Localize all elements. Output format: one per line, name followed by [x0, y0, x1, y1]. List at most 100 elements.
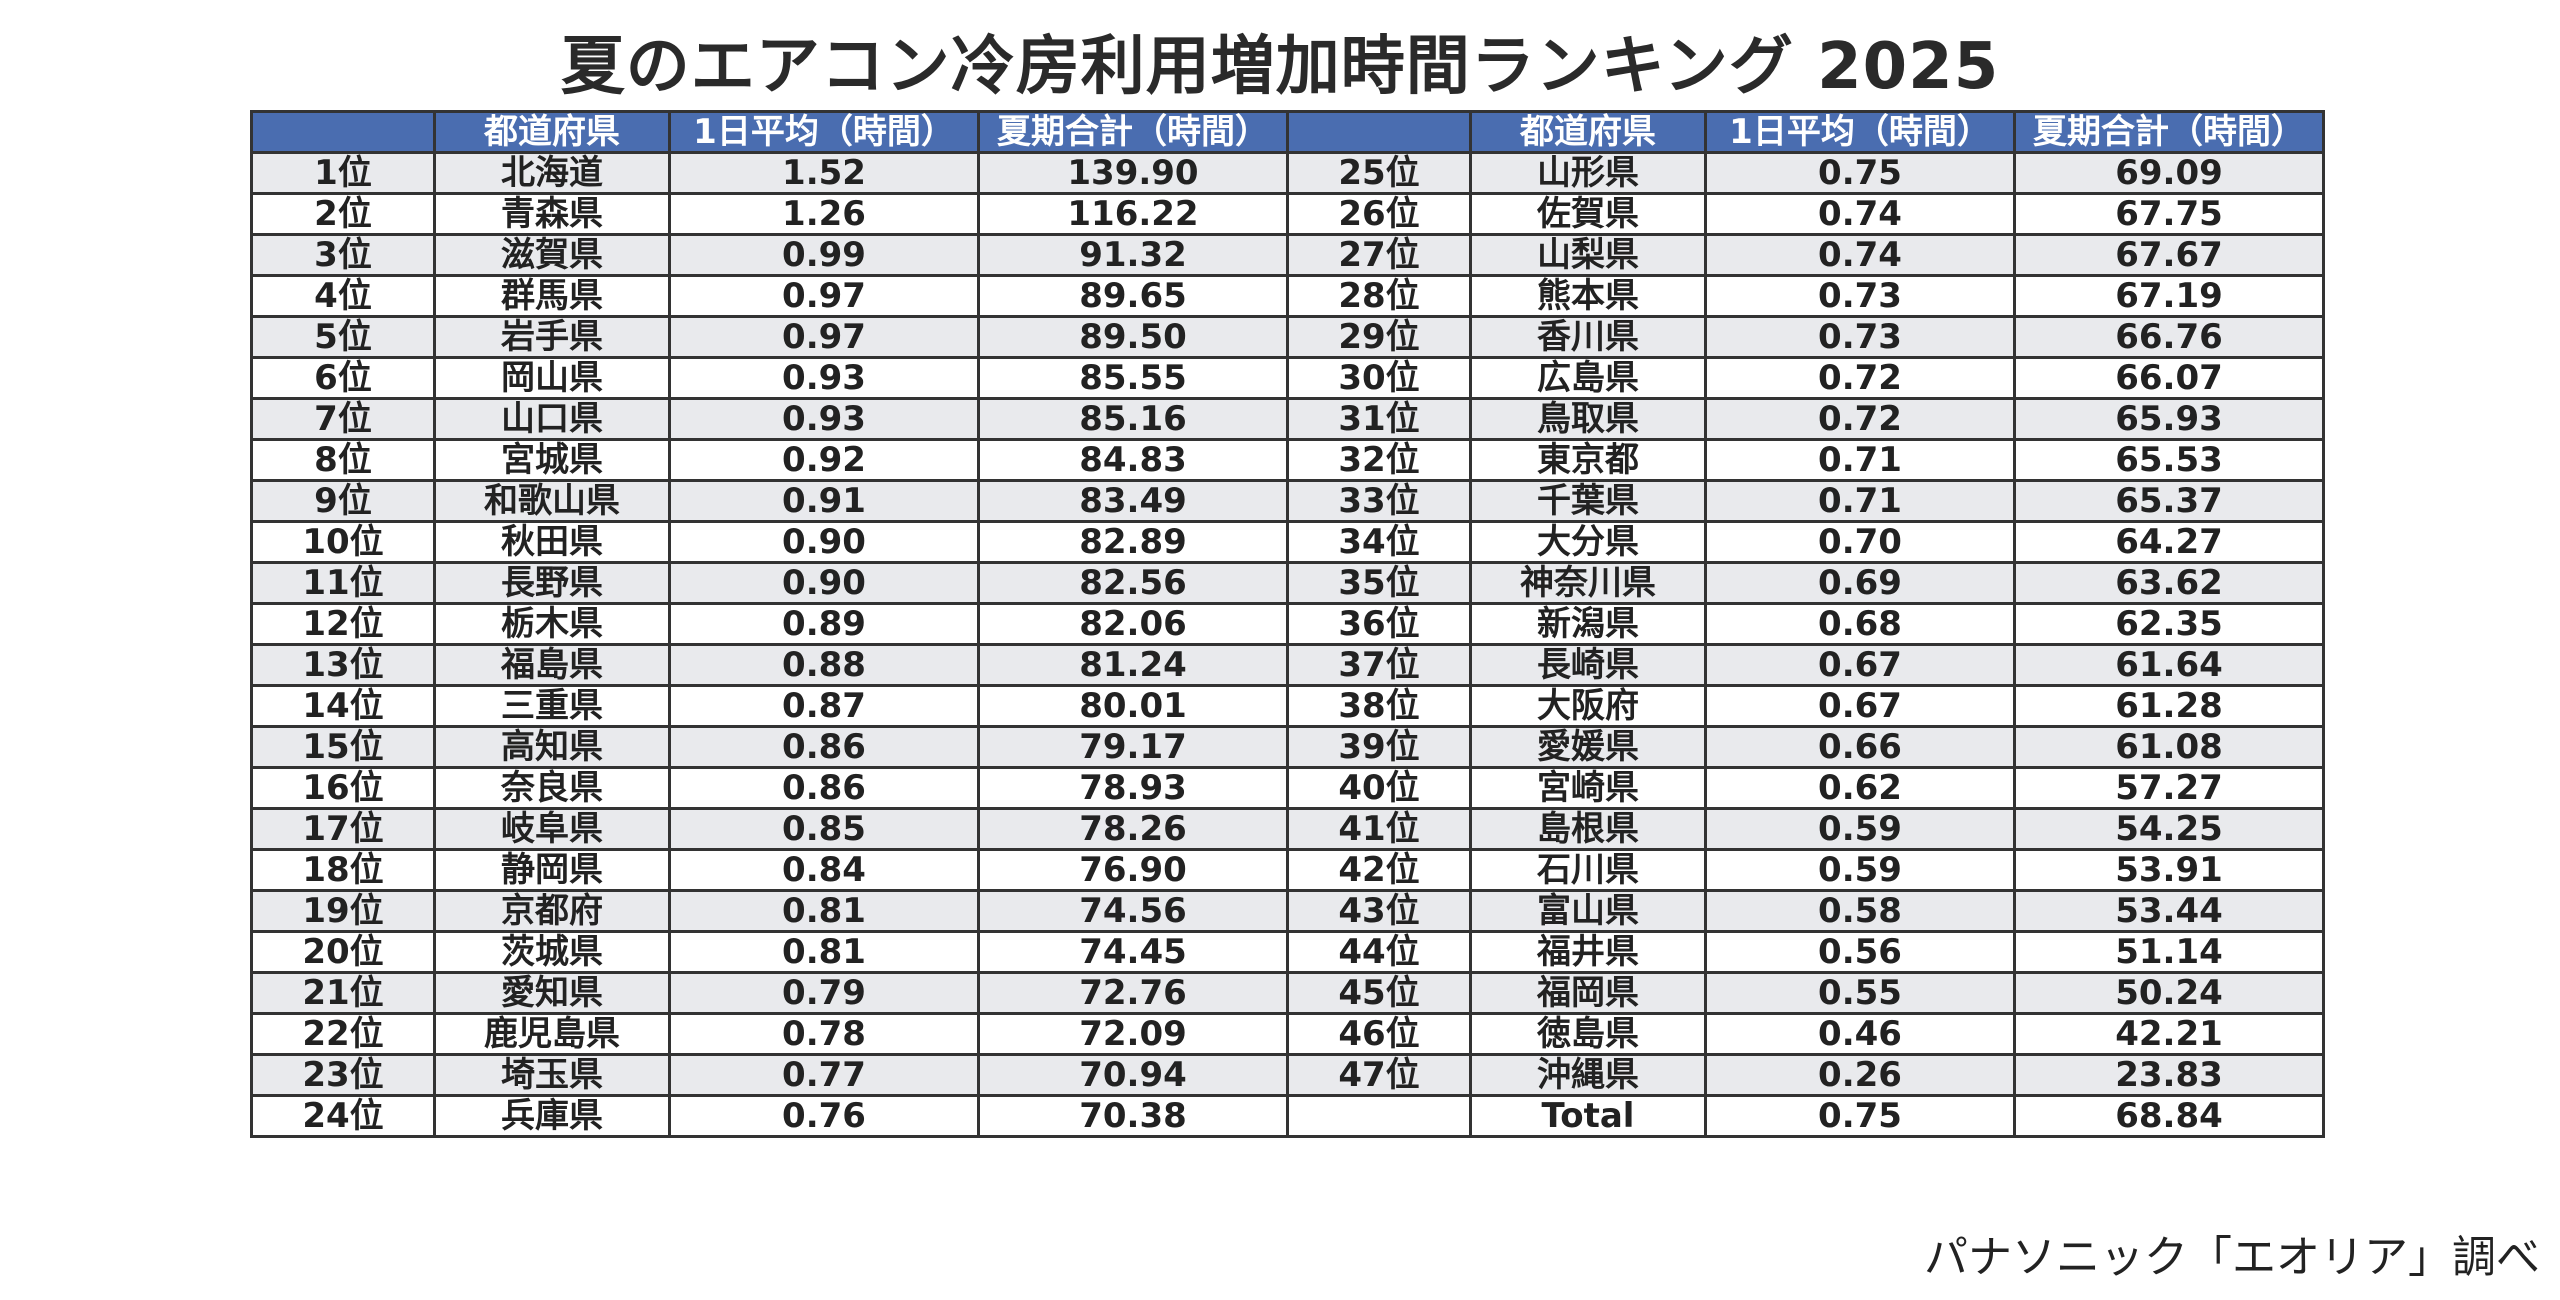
- cell-prefecture-left: 和歌山県: [433, 479, 671, 523]
- cell-rank-right: 33位: [1286, 479, 1472, 523]
- table-row: 6位 岡山県 0.93 85.55 30位 広島県 0.72 66.07: [250, 356, 2325, 400]
- header-daily-average-right: 1日平均（時間）: [1704, 110, 2016, 154]
- source-note: パナソニック「エオリア」調べ: [1924, 1232, 2540, 1283]
- cell-prefecture-left: 群馬県: [433, 274, 671, 318]
- cell-prefecture-right: 千葉県: [1469, 479, 1707, 523]
- cell-daily-average-left: 1.26: [668, 192, 980, 236]
- cell-daily-average-left: 0.81: [668, 889, 980, 933]
- cell-summer-total-left: 78.93: [977, 766, 1289, 810]
- cell-rank-left: 13位: [250, 643, 436, 687]
- cell-rank-right: 42位: [1286, 848, 1472, 892]
- cell-rank-right: 35位: [1286, 561, 1472, 605]
- cell-prefecture-left: 宮城県: [433, 438, 671, 482]
- cell-prefecture-right: 佐賀県: [1469, 192, 1707, 236]
- cell-summer-total-left: 70.38: [977, 1094, 1289, 1138]
- cell-prefecture-right: 島根県: [1469, 807, 1707, 851]
- cell-prefecture-right: 東京都: [1469, 438, 1707, 482]
- cell-rank-right: 30位: [1286, 356, 1472, 400]
- cell-summer-total-left: 82.06: [977, 602, 1289, 646]
- cell-summer-total-left: 84.83: [977, 438, 1289, 482]
- header-rank-left: [250, 110, 436, 154]
- cell-summer-total-left: 76.90: [977, 848, 1289, 892]
- cell-summer-total-left: 89.65: [977, 274, 1289, 318]
- cell-summer-total-right: 67.67: [2013, 233, 2325, 277]
- table-row: 17位 岐阜県 0.85 78.26 41位 島根県 0.59 54.25: [250, 807, 2325, 851]
- cell-daily-average-right: 0.67: [1704, 643, 2016, 687]
- cell-prefecture-right: 長崎県: [1469, 643, 1707, 687]
- cell-rank-right: 44位: [1286, 930, 1472, 974]
- cell-daily-average-left: 0.90: [668, 520, 980, 564]
- cell-prefecture-left: 三重県: [433, 684, 671, 728]
- cell-summer-total-right: 63.62: [2013, 561, 2325, 605]
- cell-prefecture-left: 北海道: [433, 151, 671, 195]
- cell-rank-left: 22位: [250, 1012, 436, 1056]
- cell-rank-left: 5位: [250, 315, 436, 359]
- cell-prefecture-left: 兵庫県: [433, 1094, 671, 1138]
- cell-rank-left: 15位: [250, 725, 436, 769]
- cell-rank-right: 47位: [1286, 1053, 1472, 1097]
- cell-rank-left: 11位: [250, 561, 436, 605]
- table-row: 9位 和歌山県 0.91 83.49 33位 千葉県 0.71 65.37: [250, 479, 2325, 523]
- cell-summer-total-left: 89.50: [977, 315, 1289, 359]
- table-row: 3位 滋賀県 0.99 91.32 27位 山梨県 0.74 67.67: [250, 233, 2325, 277]
- cell-prefecture-left: 福島県: [433, 643, 671, 687]
- cell-summer-total-left: 82.56: [977, 561, 1289, 605]
- cell-summer-total-right: 53.44: [2013, 889, 2325, 933]
- cell-daily-average-right: 0.73: [1704, 315, 2016, 359]
- cell-prefecture-left: 岩手県: [433, 315, 671, 359]
- cell-daily-average-right: 0.73: [1704, 274, 2016, 318]
- cell-rank-right: 41位: [1286, 807, 1472, 851]
- cell-prefecture-right: 山梨県: [1469, 233, 1707, 277]
- cell-daily-average-right: 0.66: [1704, 725, 2016, 769]
- table-row: 19位 京都府 0.81 74.56 43位 富山県 0.58 53.44: [250, 889, 2325, 933]
- cell-daily-average-left: 0.87: [668, 684, 980, 728]
- cell-daily-average-right: 0.74: [1704, 192, 2016, 236]
- cell-summer-total-left: 116.22: [977, 192, 1289, 236]
- cell-summer-total-left: 81.24: [977, 643, 1289, 687]
- cell-summer-total-right: 23.83: [2013, 1053, 2325, 1097]
- cell-rank-right: 28位: [1286, 274, 1472, 318]
- cell-rank-left: 8位: [250, 438, 436, 482]
- cell-prefecture-left: 愛知県: [433, 971, 671, 1015]
- cell-daily-average-left: 0.97: [668, 315, 980, 359]
- cell-prefecture-right: 福井県: [1469, 930, 1707, 974]
- table-row: 16位 奈良県 0.86 78.93 40位 宮崎県 0.62 57.27: [250, 766, 2325, 810]
- table-row: 10位 秋田県 0.90 82.89 34位 大分県 0.70 64.27: [250, 520, 2325, 564]
- cell-daily-average-right: 0.67: [1704, 684, 2016, 728]
- cell-rank-right: 40位: [1286, 766, 1472, 810]
- cell-daily-average-left: 0.79: [668, 971, 980, 1015]
- cell-summer-total-left: 74.45: [977, 930, 1289, 974]
- cell-summer-total-right: 67.75: [2013, 192, 2325, 236]
- cell-rank-right: 36位: [1286, 602, 1472, 646]
- cell-prefecture-right: 福岡県: [1469, 971, 1707, 1015]
- cell-daily-average-left: 0.77: [668, 1053, 980, 1097]
- cell-prefecture-left: 山口県: [433, 397, 671, 441]
- cell-daily-average-left: 0.90: [668, 561, 980, 605]
- cell-rank-left: 14位: [250, 684, 436, 728]
- cell-daily-average-left: 0.91: [668, 479, 980, 523]
- cell-summer-total-right: 51.14: [2013, 930, 2325, 974]
- table-row: 18位 静岡県 0.84 76.90 42位 石川県 0.59 53.91: [250, 848, 2325, 892]
- cell-prefecture-right: 神奈川県: [1469, 561, 1707, 605]
- cell-summer-total-right: 62.35: [2013, 602, 2325, 646]
- table-row: 8位 宮城県 0.92 84.83 32位 東京都 0.71 65.53: [250, 438, 2325, 482]
- cell-summer-total-right: 66.76: [2013, 315, 2325, 359]
- cell-summer-total-right: 57.27: [2013, 766, 2325, 810]
- cell-summer-total-right: 53.91: [2013, 848, 2325, 892]
- cell-daily-average-left: 0.78: [668, 1012, 980, 1056]
- cell-daily-average-left: 0.99: [668, 233, 980, 277]
- cell-daily-average-left: 0.76: [668, 1094, 980, 1138]
- cell-rank-left: 18位: [250, 848, 436, 892]
- cell-prefecture-right: 熊本県: [1469, 274, 1707, 318]
- cell-rank-left: 3位: [250, 233, 436, 277]
- table-row: 20位 茨城県 0.81 74.45 44位 福井県 0.56 51.14: [250, 930, 2325, 974]
- cell-rank-right: 37位: [1286, 643, 1472, 687]
- cell-summer-total-left: 80.01: [977, 684, 1289, 728]
- cell-prefecture-right: 宮崎県: [1469, 766, 1707, 810]
- cell-rank-left: 23位: [250, 1053, 436, 1097]
- cell-daily-average-right: 0.71: [1704, 438, 2016, 482]
- header-rank-right: [1286, 110, 1472, 154]
- cell-summer-total-right: 69.09: [2013, 151, 2325, 195]
- table-row: 14位 三重県 0.87 80.01 38位 大阪府 0.67 61.28: [250, 684, 2325, 728]
- cell-prefecture-right: 香川県: [1469, 315, 1707, 359]
